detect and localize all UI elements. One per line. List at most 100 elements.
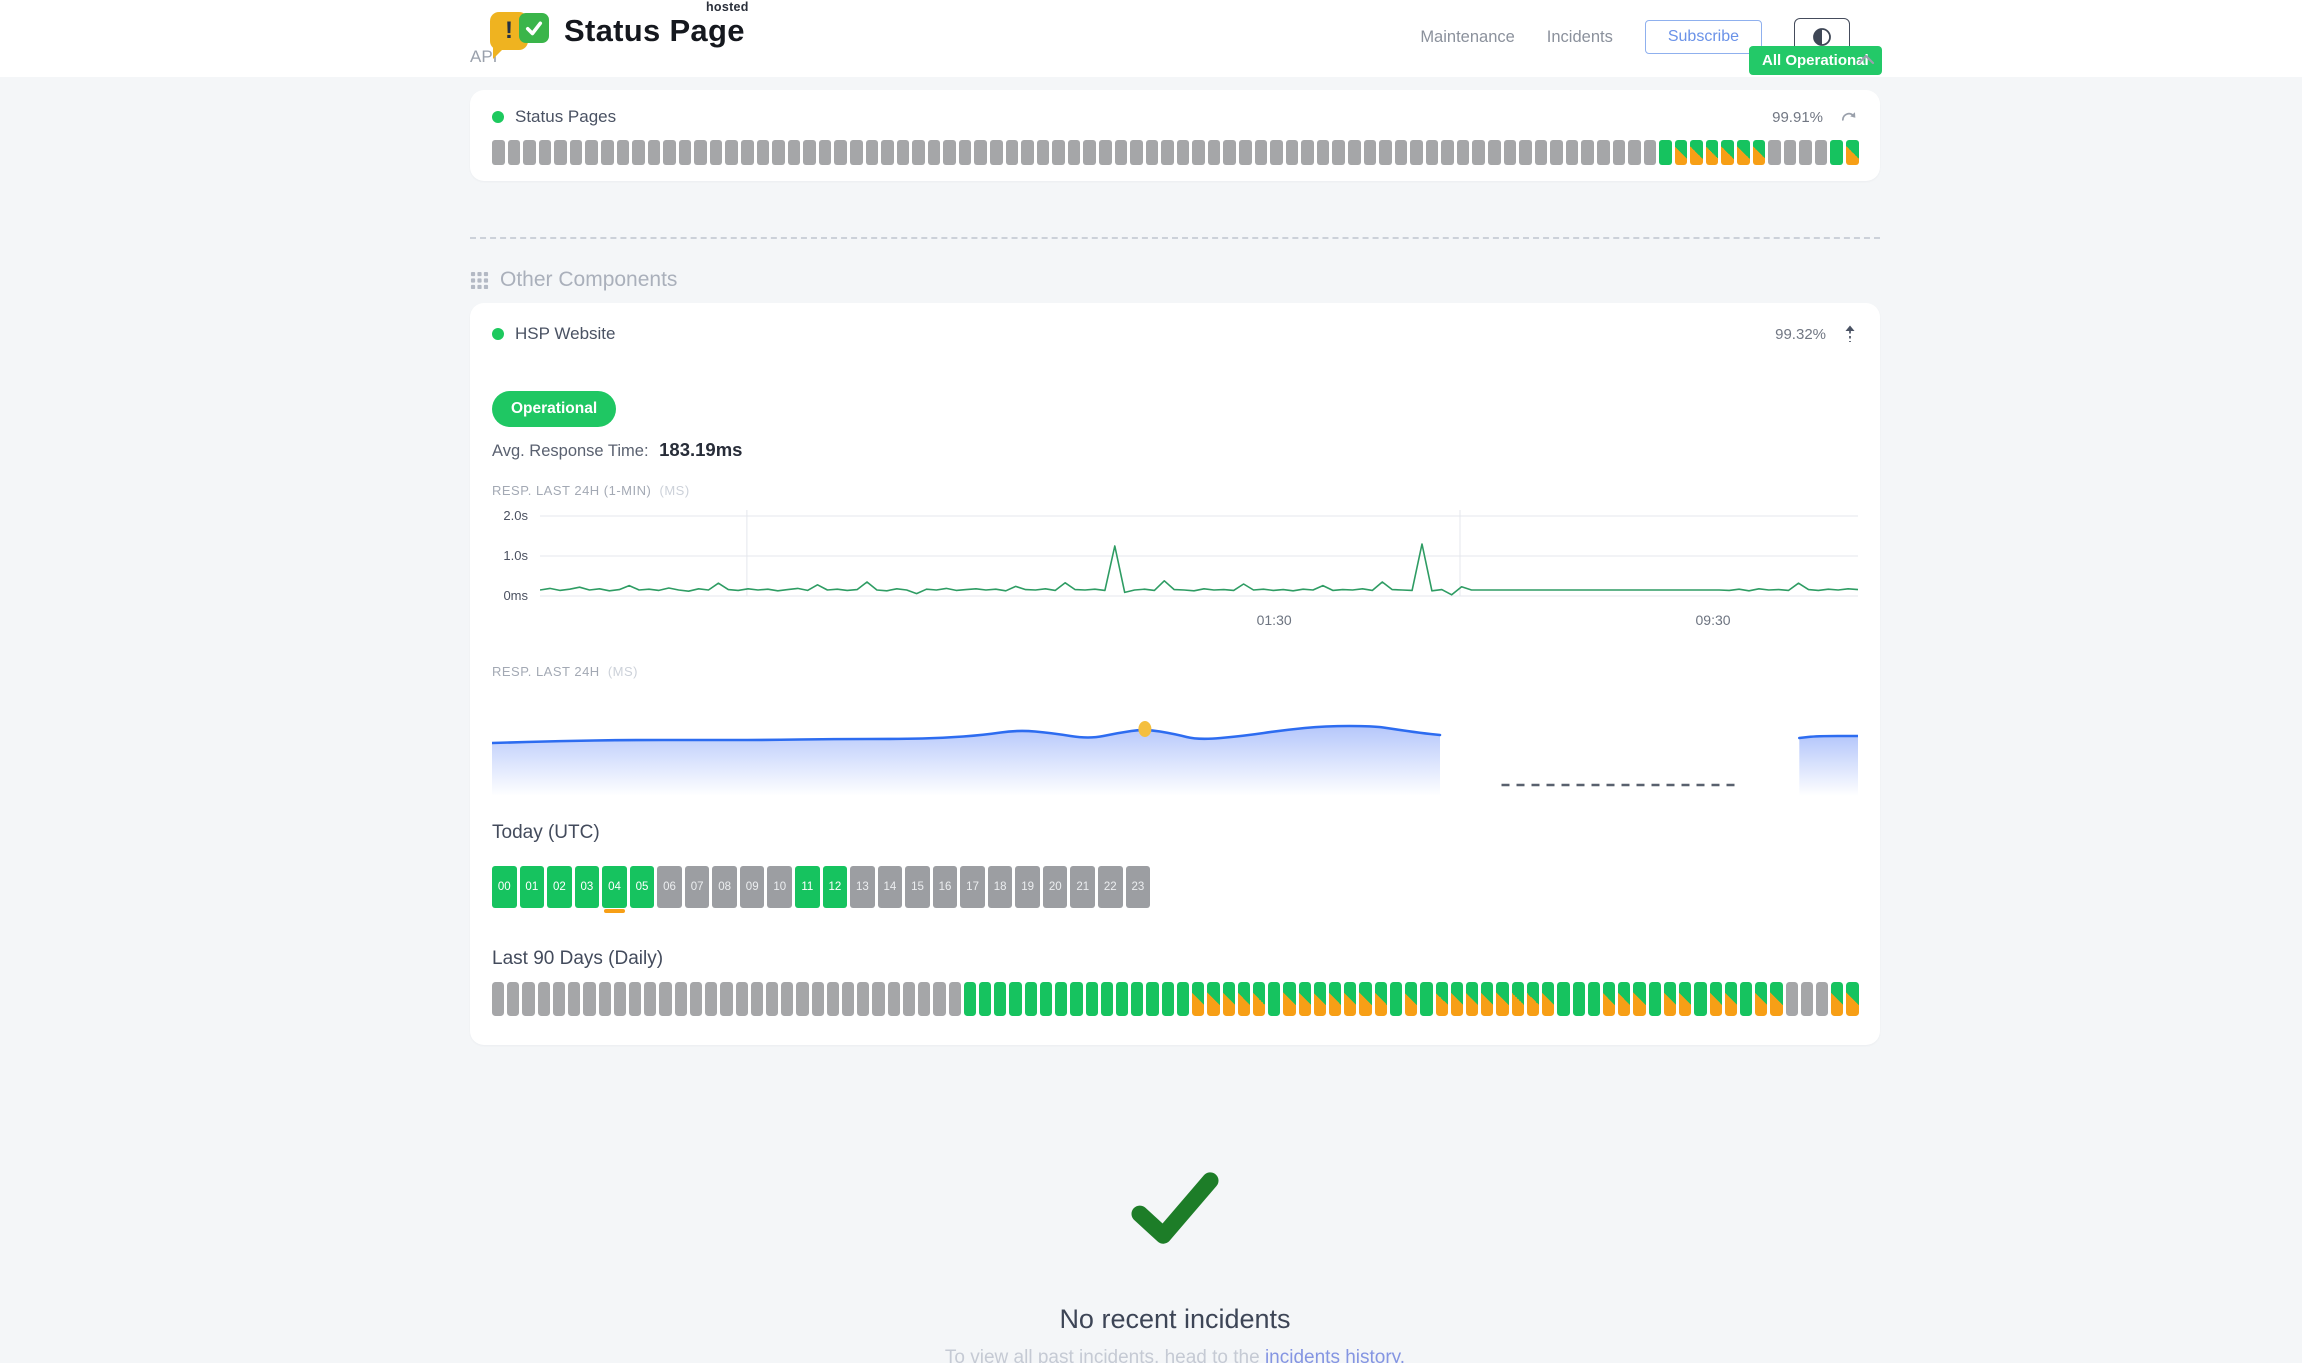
uptime-bar[interactable] [974,140,987,165]
uptime-bar[interactable] [1739,982,1753,1016]
uptime-bar[interactable] [663,140,676,165]
uptime-bar[interactable] [1268,982,1281,1016]
uptime-bar[interactable] [979,982,992,1016]
uptime-bar[interactable] [1526,982,1540,1016]
uptime-bar[interactable] [1239,140,1252,165]
uptime-bar[interactable] [872,982,885,1016]
uptime-bar[interactable] [1581,140,1594,165]
uptime-bar[interactable] [927,140,941,165]
uptime-bar[interactable] [1039,982,1053,1016]
uptime-bar[interactable] [709,140,723,165]
uptime-bar[interactable] [1301,140,1314,165]
uptime-bar[interactable] [1237,982,1250,1016]
uptime-bar[interactable] [918,982,931,1016]
uptime-bar[interactable] [1496,982,1509,1016]
uptime-bar[interactable] [1223,140,1236,165]
uptime-bar[interactable] [600,140,614,165]
uptime-bar[interactable] [1587,982,1600,1016]
brand-logo[interactable]: ! Status Page hosted [490,0,748,59]
uptime-bar[interactable] [1785,982,1798,1016]
collapse-chevron-icon[interactable] [1856,52,1876,71]
hour-block-06[interactable]: 06 [657,866,682,908]
uptime-bar[interactable] [1534,140,1548,165]
uptime-bar[interactable] [1511,982,1524,1016]
uptime-bar[interactable] [1770,982,1783,1016]
uptime-bar[interactable] [887,982,900,1016]
uptime-bar[interactable] [1285,140,1299,165]
uptime-bar[interactable] [1679,982,1692,1016]
uptime-bar[interactable] [1628,140,1641,165]
uptime-bar[interactable] [1565,140,1579,165]
incidents-history-link[interactable]: incidents history [1264,1347,1400,1363]
uptime-bar[interactable] [912,140,925,165]
uptime-bar[interactable] [1674,140,1688,165]
uptime-bar[interactable] [902,982,916,1016]
uptime-bar[interactable] [694,140,707,165]
uptime-bar[interactable] [1420,982,1433,1016]
uptime-bar[interactable] [568,982,581,1016]
uptime-bar[interactable] [1690,140,1703,165]
uptime-bar[interactable] [1602,982,1616,1016]
uptime-bar[interactable] [632,140,645,165]
hour-block-04[interactable]: 04 [602,866,627,913]
uptime-bar[interactable] [1052,140,1065,165]
uptime-bar[interactable] [1618,982,1631,1016]
uptime-bar[interactable] [1830,140,1843,165]
uptime-bar[interactable] [772,140,785,165]
uptime-bar[interactable] [1612,140,1626,165]
uptime-bar[interactable] [1070,982,1083,1016]
hour-block-01[interactable]: 01 [519,866,545,908]
hour-block-03[interactable]: 03 [574,866,600,908]
uptime-bar[interactable] [948,982,961,1016]
uptime-bar[interactable] [523,140,536,165]
uptime-bar[interactable] [1724,982,1737,1016]
hour-block-09[interactable]: 09 [739,866,765,908]
uptime-bar[interactable] [1222,982,1235,1016]
uptime-bar[interactable] [811,982,824,1016]
uptime-bar[interactable] [1466,982,1479,1016]
uptime-bar[interactable] [492,140,505,165]
uptime-bar[interactable] [1024,982,1037,1016]
hour-block-17[interactable]: 17 [960,866,985,908]
uptime-bar[interactable] [826,982,840,1016]
uptime-bar[interactable] [1192,140,1205,165]
refresh-icon[interactable] [1839,108,1858,127]
uptime-bar[interactable] [1313,982,1327,1016]
uptime-bar[interactable] [1721,140,1734,165]
hour-block-16[interactable]: 16 [932,866,958,908]
uptime-bar[interactable] [1550,140,1563,165]
uptime-bar[interactable] [1633,982,1646,1016]
uptime-bar[interactable] [1379,140,1392,165]
uptime-bar[interactable] [1329,982,1342,1016]
uptime-bar[interactable] [896,140,910,165]
hour-block-23[interactable]: 23 [1125,866,1151,908]
uptime-bar[interactable] [1846,982,1859,1016]
uptime-bar[interactable] [834,140,847,165]
uptime-bar[interactable] [1098,140,1112,165]
uptime-bar[interactable] [849,140,863,165]
uptime-bar[interactable] [1067,140,1081,165]
uptime-bar[interactable] [943,140,956,165]
uptime-bar[interactable] [507,140,521,165]
uptime-bar[interactable] [659,982,672,1016]
hour-block-11[interactable]: 11 [795,866,820,908]
uptime-bar[interactable] [569,140,583,165]
uptime-bar[interactable] [1207,140,1221,165]
uptime-bar[interactable] [1114,140,1128,165]
uptime-bar[interactable] [678,140,692,165]
uptime-bar[interactable] [492,982,505,1016]
uptime-bar[interactable] [933,982,946,1016]
uptime-bar[interactable] [1643,140,1657,165]
uptime-bar[interactable] [1036,140,1050,165]
trend-up-arrow-icon[interactable] [1842,324,1858,344]
uptime-bar[interactable] [1800,982,1814,1016]
uptime-bar[interactable] [522,982,535,1016]
uptime-bar[interactable] [1435,982,1448,1016]
uptime-bar[interactable] [1831,982,1844,1016]
nav-maintenance[interactable]: Maintenance [1420,27,1515,46]
uptime-bar[interactable] [1755,982,1768,1016]
uptime-bar[interactable] [1176,140,1190,165]
uptime-bar[interactable] [1425,140,1439,165]
uptime-bar[interactable] [1083,140,1096,165]
uptime-bar[interactable] [1596,140,1610,165]
